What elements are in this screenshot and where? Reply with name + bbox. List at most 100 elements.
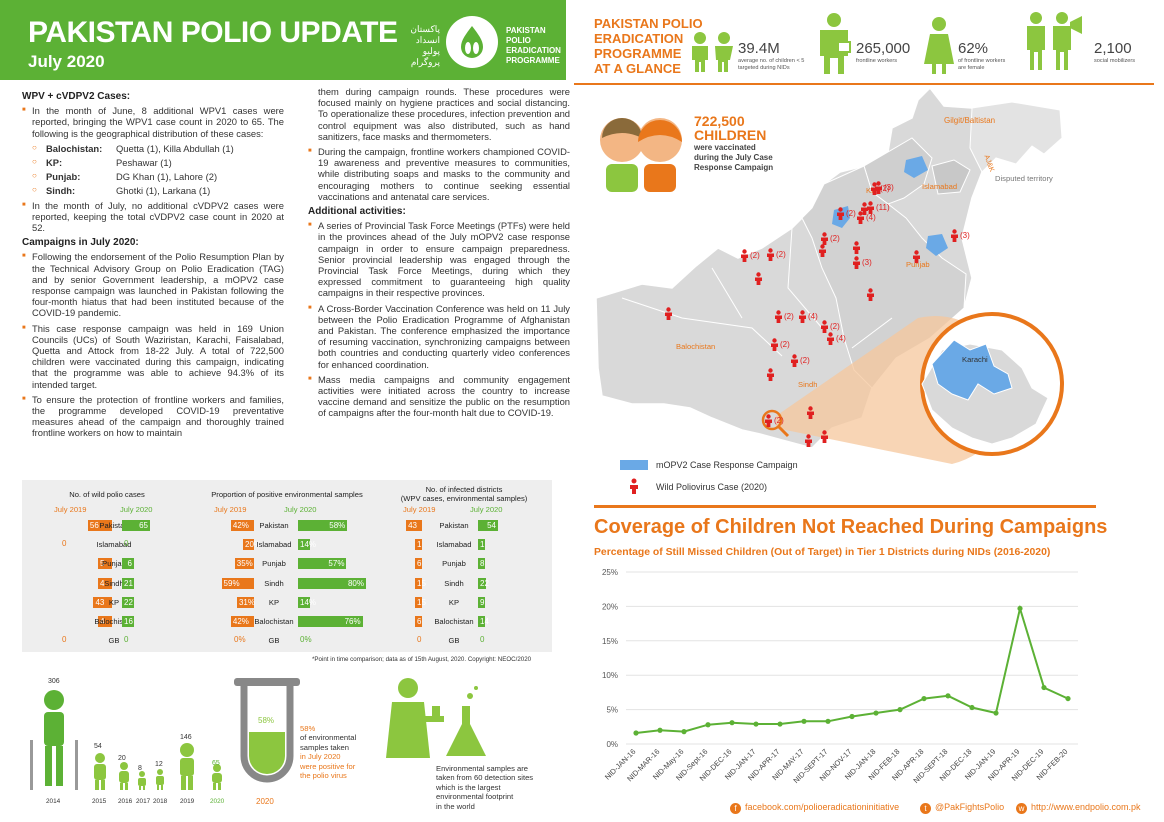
cases-2020-bar: 6 [122,558,134,570]
campaign-area-faisalabad [926,234,948,256]
polio-case-icon [951,229,958,242]
stat-description: of frontline workers are female [958,58,1006,71]
stat-description: social mobilizers [1094,58,1136,64]
globe-icon: w [1016,803,1027,814]
districts-2020-bar: 14 [478,616,489,627]
legend-case-label: Wild Poliovirus Case (2020) [656,482,768,492]
districts-2020-bar: 1 [478,539,485,551]
year-label: 2016 [118,798,133,805]
data-point [1065,695,1071,702]
region-label: Sindh [104,578,124,588]
region-label: KP [448,597,460,607]
distribution-item: Sindh:Ghotki (1), Larkana (1) [22,184,284,196]
data-point [993,710,999,716]
districts-2019-bar: 6 [415,616,422,627]
env-2019-bar: 59% [221,577,254,589]
cases-2019-bar: 56 [87,520,112,531]
stat-description: frontline workers [856,58,898,64]
tube-percentage: 58% [258,716,275,725]
data-point [633,730,639,736]
data-point [801,718,807,724]
case-count-marker: (3) [884,183,894,192]
polio-case-icon [665,307,672,320]
cases-2019-value: 0 [62,635,67,645]
case-count-marker: (2) [830,322,840,331]
polio-case-icon [827,332,834,345]
programme-name: PAKISTAN POLIO ERADICATION PROGRAMME [506,26,561,65]
districts-2020-value: 0 [480,635,485,645]
paragraph: A Cross-Border Vaccination Conference wa… [308,303,570,370]
page-subtitle: July 2020 [28,52,105,71]
year-label: 2017 [136,798,151,805]
facebook-link[interactable]: f facebook.com/polioeradicationinitiative [730,802,899,814]
frontline-worker-icon [820,13,851,74]
polio-case-icon [767,248,774,261]
vaccinated-count: 722,500 CHILDREN [694,113,767,143]
env-2019-bar: 35% [234,558,254,570]
cases-2020-bar: 65 [122,520,150,531]
region-label: Balochistan [254,617,294,626]
data-point [777,721,783,727]
paragraph: Mass media campaigns and community engag… [308,374,570,419]
tube-year: 2020 [256,797,274,806]
region-label: Punjab [102,559,126,569]
region-label: Balochistan [94,617,134,626]
polio-case-icon [755,272,762,285]
paragraph: In the month of July, no additional cVDP… [22,200,284,234]
case-count-marker: (2) [880,184,890,193]
env-samples-description: Environmental samples are taken from 60 … [436,764,534,811]
case-count: 12 [155,761,163,768]
year-label: 2014 [46,798,61,805]
env-2020-bar: 14% [298,539,317,551]
region-label: Punjab [262,559,286,569]
env-2020-bar: 58% [298,520,348,531]
coverage-subtitle: Percentage of Still Missed Children (Out… [594,547,1051,558]
districts-2020-bar: 8 [478,558,485,570]
comparison-panel: No. of wild polio cases Proportion of po… [22,480,552,652]
data-point [1041,684,1047,691]
case-count: 306 [48,678,60,685]
env-2019-bar: 20% [243,539,262,551]
paragraph: A series of Provincial Task Force Meetin… [308,220,570,298]
districts-2019-bar: 15 [415,596,426,608]
child-figure-2014 [30,690,78,790]
region-label: Pakistan [99,521,129,530]
case-count-marker: (2) [830,234,840,243]
year-label: 2015 [92,798,107,805]
env-2020-bar: 76% [298,616,363,627]
env-2020-bar: 80% [298,577,366,589]
region-label: GB [108,636,120,646]
coverage-line-chart: 0%5%10%15%20%25%NID-JAN-16NID-MAR-16NID-… [602,568,1078,785]
case-count-marker: (2) [846,209,856,218]
polio-case-icon [853,241,860,254]
cases-2020-bar: 21 [122,577,134,589]
year-label: 2019 [180,798,195,805]
districts-2020-bar: 22 [478,577,489,589]
cases-2019-bar: 5 [98,558,112,570]
region-label: Punjab [906,260,930,269]
polio-case-icon [837,207,844,220]
districts-2020-bar: 9 [478,596,485,608]
region-label: Balochistan [434,617,474,626]
region-label: Islamabad [436,540,472,550]
data-point [825,718,831,724]
twitter-link[interactable]: t @PakFightsPolio [920,802,1004,814]
yearly-cases-figures [30,690,222,790]
year-label-2020: July 2020 [470,505,503,514]
polio-case-icon [807,406,814,419]
social-mobilizers-icon [1027,12,1082,70]
env-2020-bar: 14% [298,596,317,608]
polio-case-icon [821,320,828,333]
case-count-marker: (3) [862,258,872,267]
cases-2019-bar: 4 [98,577,112,589]
cases-2019-value: 0 [62,539,67,549]
y-tick-label: 5% [606,706,618,715]
website-link[interactable]: w http://www.endpolio.com.pk [1016,802,1141,814]
y-tick-label: 0% [606,740,618,749]
polio-case-icon [867,201,874,214]
case-count: 146 [180,734,192,741]
case-count-marker: (2) [784,312,794,321]
case-count: 20 [118,755,126,762]
region-label: Sindh [444,578,464,588]
districts-2019-bar: 1 [415,539,422,551]
